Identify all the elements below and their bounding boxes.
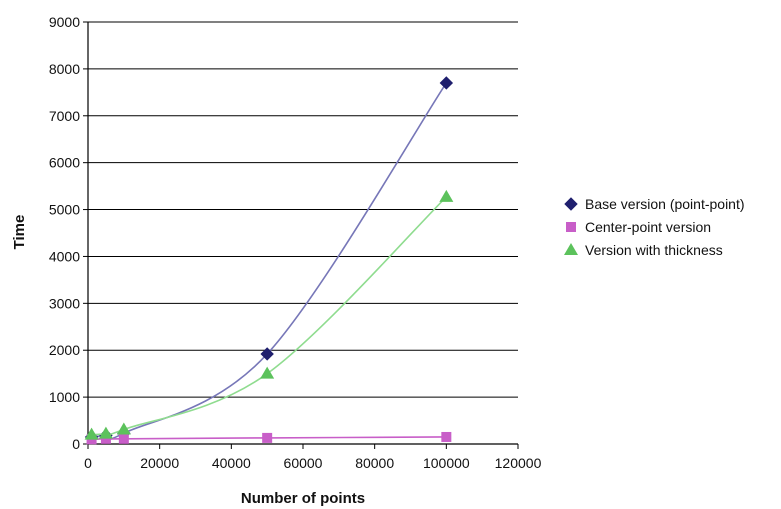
x-tick-label: 40000 <box>212 455 251 471</box>
data-point <box>260 347 274 361</box>
y-tick-label: 6000 <box>49 155 80 171</box>
data-point <box>441 431 452 442</box>
legend-item: Version with thickness <box>564 242 723 258</box>
x-axis: 0 20000 40000 60000 80000 100000 120000 <box>84 443 542 471</box>
x-tick-label: 0 <box>84 455 92 471</box>
legend-item: Center-point version <box>566 219 711 235</box>
y-tick-label: 2000 <box>49 342 80 358</box>
data-point <box>116 422 131 435</box>
y-tick-label: 3000 <box>49 295 80 311</box>
data-point <box>100 433 111 444</box>
y-tick-label: 8000 <box>49 61 80 77</box>
y-axis-title: Time <box>11 215 28 250</box>
series-1 <box>84 76 454 444</box>
x-tick-label: 80000 <box>355 455 394 471</box>
x-tick-label: 100000 <box>423 455 470 471</box>
legend-marker <box>564 197 578 211</box>
gridlines <box>88 21 518 398</box>
legend-marker <box>566 222 576 232</box>
x-tick-label: 20000 <box>140 455 179 471</box>
y-axis: 0 1000 2000 3000 4000 5000 6000 7000 8000 9000 <box>49 14 89 452</box>
x-tick-label: 60000 <box>284 455 323 471</box>
legend-label: Base version (point-point) <box>585 196 745 212</box>
data-point <box>118 433 129 444</box>
series-layer <box>84 76 454 445</box>
legend-item: Base version (point-point) <box>564 196 745 212</box>
legend-label: Version with thickness <box>585 242 723 258</box>
data-point <box>439 76 454 90</box>
data-point <box>260 366 275 379</box>
series-3 <box>84 189 454 440</box>
y-tick-label: 5000 <box>49 202 80 218</box>
series-line <box>91 196 447 436</box>
y-tick-label: 0 <box>72 436 80 452</box>
data-point <box>439 189 454 202</box>
x-tick-label: 120000 <box>495 455 542 471</box>
y-tick-label: 9000 <box>49 14 80 30</box>
x-axis-title: Number of points <box>241 490 365 507</box>
series-line <box>91 82 448 441</box>
legend-label: Center-point version <box>585 219 711 235</box>
y-tick-label: 7000 <box>49 108 80 124</box>
legend-marker <box>564 243 578 255</box>
data-point <box>262 432 273 443</box>
legend: Base version (point-point) Center-point v… <box>564 196 745 258</box>
y-tick-label: 4000 <box>49 248 80 264</box>
data-point <box>98 426 113 439</box>
data-point <box>84 427 99 440</box>
series-2 <box>86 431 452 445</box>
y-tick-label: 1000 <box>49 389 80 405</box>
